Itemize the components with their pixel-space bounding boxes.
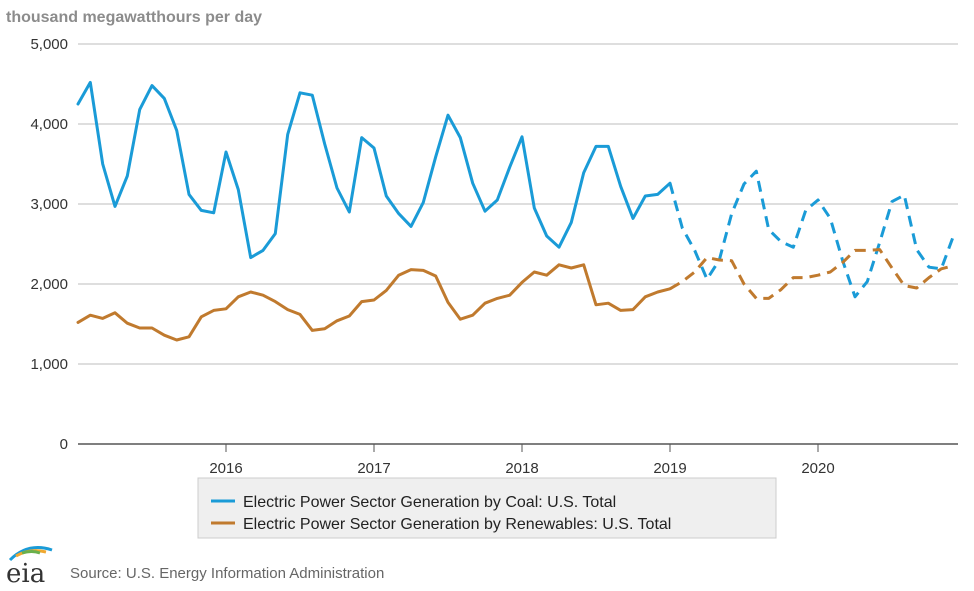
- legend-label-coal: Electric Power Sector Generation by Coal…: [243, 494, 616, 511]
- y-tick-label: 4,000: [30, 116, 68, 133]
- x-tick-label: 2016: [209, 460, 242, 477]
- y-tick-label: 1,000: [30, 356, 68, 373]
- x-tick-label: 2018: [505, 460, 538, 477]
- y-tick-label: 3,000: [30, 196, 68, 213]
- logo-arc-green: [21, 550, 41, 555]
- series-line-renewables-forecast: [669, 248, 955, 300]
- logo-arc-blue: [8, 546, 53, 562]
- series-line-coal-historical: [76, 80, 672, 260]
- y-tick-label: 2,000: [30, 276, 68, 293]
- x-tick-label: 2019: [653, 460, 686, 477]
- x-axis: 2016 2017 2018 2019 2020: [78, 443, 958, 477]
- y-axis: 0 1,000 2,000 3,000 4,000 5,000: [30, 36, 68, 453]
- legend-box: [197, 477, 777, 539]
- gridlines: [78, 43, 958, 365]
- y-tick-label: 5,000: [30, 36, 68, 53]
- series-line-renewables-historical: [76, 263, 672, 342]
- legend: Electric Power Sector Generation by Coal…: [197, 477, 777, 539]
- series-line-coal-forecast: [668, 169, 956, 299]
- series-lines: [76, 80, 956, 342]
- x-tick-label: 2017: [357, 460, 390, 477]
- eia-logo: eia: [6, 546, 53, 589]
- source-text: Source: U.S. Energy Information Administ…: [70, 565, 384, 582]
- y-tick-label: 0: [60, 436, 68, 453]
- unit-label: thousand megawatthours per day: [6, 9, 262, 26]
- x-tick-label: 2020: [801, 460, 834, 477]
- eia-logo-text: eia: [6, 559, 45, 589]
- legend-label-renewables: Electric Power Sector Generation by Rene…: [243, 516, 671, 533]
